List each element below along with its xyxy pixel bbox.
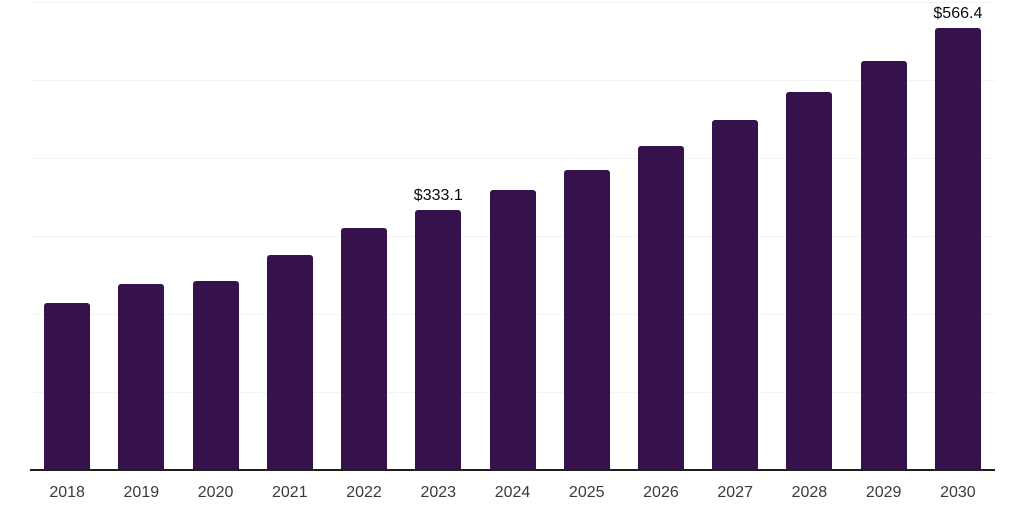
bar-2030	[934, 28, 981, 470]
x-tick-2030: 2030	[940, 484, 976, 501]
gridline-500	[30, 80, 995, 81]
value-label-2023: $333.1	[413, 187, 463, 205]
bar-2029	[860, 61, 907, 470]
x-tick-2028: 2028	[791, 484, 828, 501]
gridline-400	[30, 158, 995, 159]
x-tick-2019: 2019	[123, 484, 160, 501]
gridline-600	[30, 2, 995, 3]
bar-2025	[563, 170, 610, 470]
x-tick-2020: 2020	[197, 484, 234, 501]
x-tick-2026: 2026	[643, 484, 679, 501]
bar-2028	[786, 92, 833, 470]
x-tick-2022: 2022	[346, 484, 382, 501]
bar-2022	[341, 228, 388, 470]
bar-2018	[44, 303, 91, 470]
x-tick-2021: 2021	[272, 484, 308, 501]
bar-2020	[192, 281, 239, 470]
x-tick-2018: 2018	[49, 484, 85, 501]
x-tick-2023: 2023	[420, 484, 457, 501]
x-tick-2029: 2029	[865, 484, 902, 501]
x-axis-line	[30, 469, 995, 471]
bar-2024	[489, 190, 536, 470]
x-tick-2025: 2025	[568, 484, 605, 501]
x-tick-2024: 2024	[494, 484, 531, 501]
bar-2023	[415, 210, 462, 470]
bar-2019	[118, 284, 165, 470]
value-label-2030: $566.4	[933, 5, 983, 23]
bar-2026	[637, 145, 684, 470]
x-tick-2027: 2027	[717, 484, 753, 501]
bar-2021	[266, 255, 313, 470]
bar-2027	[712, 120, 759, 470]
